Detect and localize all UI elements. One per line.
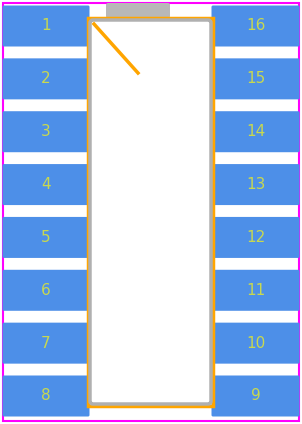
FancyBboxPatch shape (211, 323, 300, 364)
FancyBboxPatch shape (211, 217, 300, 258)
FancyBboxPatch shape (106, 3, 170, 18)
Text: 12: 12 (246, 230, 265, 245)
FancyBboxPatch shape (2, 323, 89, 364)
Text: 10: 10 (246, 336, 265, 351)
Text: 6: 6 (41, 283, 51, 298)
FancyBboxPatch shape (2, 111, 89, 152)
Bar (88, 18, 213, 406)
FancyBboxPatch shape (2, 164, 89, 205)
FancyBboxPatch shape (211, 6, 300, 47)
FancyBboxPatch shape (2, 217, 89, 258)
FancyBboxPatch shape (211, 164, 300, 205)
Text: 9: 9 (251, 388, 260, 404)
Text: 5: 5 (41, 230, 51, 245)
FancyBboxPatch shape (211, 111, 300, 152)
FancyBboxPatch shape (211, 270, 300, 311)
FancyBboxPatch shape (2, 59, 89, 99)
Text: 4: 4 (41, 177, 51, 192)
Text: 3: 3 (41, 124, 51, 139)
FancyBboxPatch shape (211, 59, 300, 99)
Text: 7: 7 (41, 336, 51, 351)
FancyBboxPatch shape (2, 376, 89, 416)
Text: 8: 8 (41, 388, 51, 404)
Text: 11: 11 (246, 283, 265, 298)
Text: 2: 2 (41, 71, 51, 86)
Text: 15: 15 (246, 71, 265, 86)
Text: 1: 1 (41, 19, 51, 33)
FancyBboxPatch shape (211, 376, 300, 416)
FancyBboxPatch shape (2, 6, 89, 47)
Text: 16: 16 (246, 19, 265, 33)
Text: 14: 14 (246, 124, 265, 139)
FancyBboxPatch shape (2, 270, 89, 311)
FancyBboxPatch shape (90, 20, 211, 404)
Text: 13: 13 (246, 177, 265, 192)
